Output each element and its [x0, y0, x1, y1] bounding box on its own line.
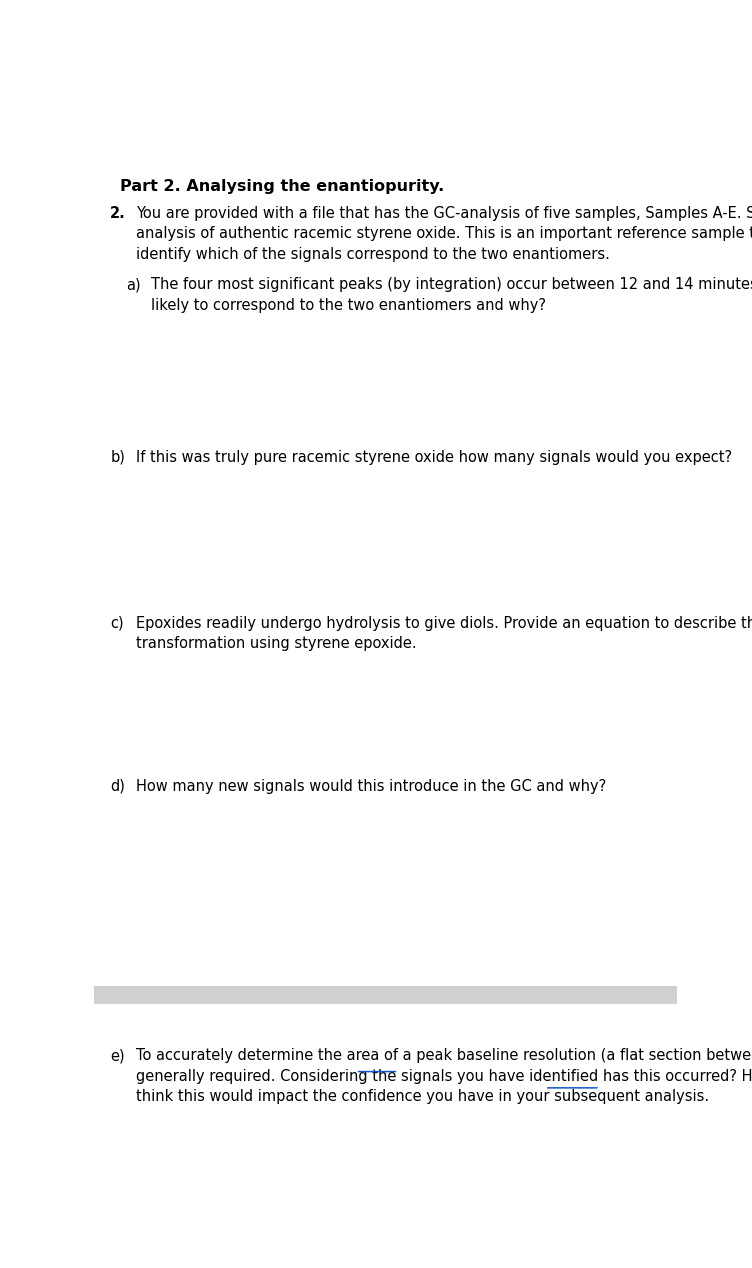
Text: c): c)	[111, 616, 124, 631]
Text: To accurately determine the area of a peak baseline resolution (a flat section b: To accurately determine the area of a pe…	[136, 1049, 752, 1104]
Text: Epoxides readily undergo hydrolysis to give diols. Provide an equation to descri: Epoxides readily undergo hydrolysis to g…	[136, 616, 752, 652]
Text: 2.: 2.	[111, 205, 126, 221]
Text: How many new signals would this introduce in the GC and why?: How many new signals would this introduc…	[136, 779, 606, 794]
Text: Part 2. Analysing the enantiopurity.: Part 2. Analysing the enantiopurity.	[120, 180, 444, 194]
Text: If this was truly pure racemic styrene oxide how many signals would you expect?: If this was truly pure racemic styrene o…	[136, 450, 732, 465]
Text: b): b)	[111, 450, 125, 465]
Text: d): d)	[111, 779, 125, 794]
Text: You are provided with a file that has the GC-analysis of five samples, Samples A: You are provided with a file that has th…	[136, 205, 752, 261]
Text: a): a)	[126, 278, 141, 292]
Text: The four most significant peaks (by integration) occur between 12 and 14 minutes: The four most significant peaks (by inte…	[151, 278, 752, 312]
FancyBboxPatch shape	[94, 987, 677, 1003]
Text: e): e)	[111, 1049, 125, 1064]
